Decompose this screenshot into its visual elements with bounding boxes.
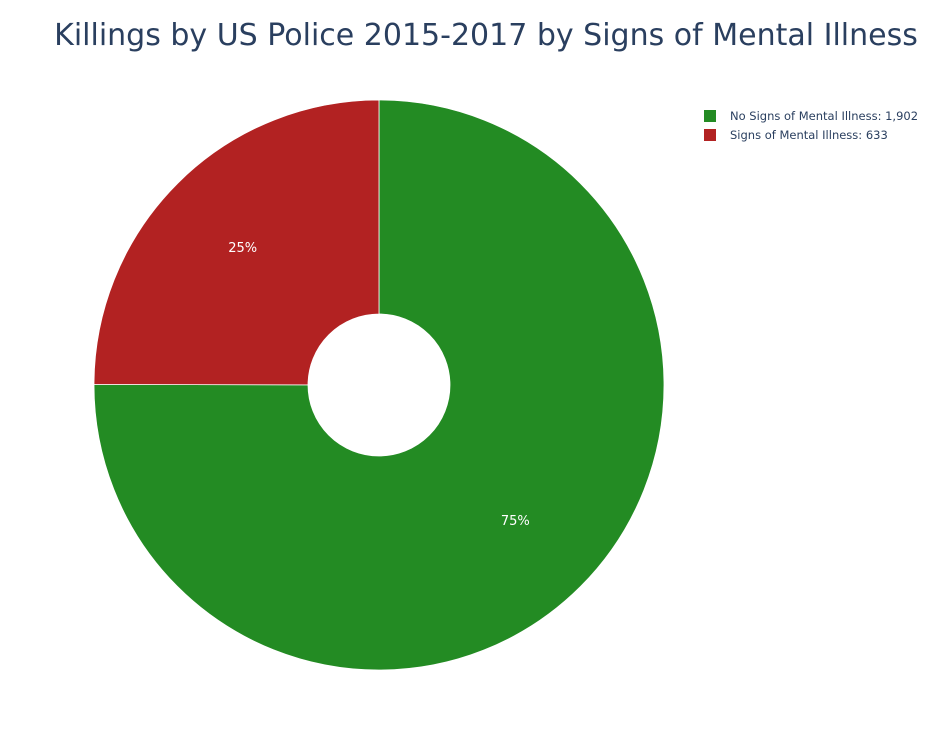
chart-title: Killings by US Police 2015-2017 by Signs… bbox=[54, 18, 918, 53]
legend-label-no-signs: No Signs of Mental Illness: 1,902 bbox=[730, 108, 919, 123]
legend: No Signs of Mental Illness: 1,902 Signs … bbox=[704, 106, 918, 144]
slice-labels-group: 75% 25% bbox=[228, 241, 530, 529]
legend-item-signs[interactable]: Signs of Mental Illness: 633 bbox=[704, 125, 918, 144]
legend-swatch-signs bbox=[704, 128, 716, 141]
legend-swatch-no-signs bbox=[704, 109, 716, 122]
legend-label-signs: Signs of Mental Illness: 633 bbox=[730, 127, 888, 142]
slice-percent-label-0: 75% bbox=[501, 514, 530, 529]
slice-no-signs-of-mental-illness[interactable] bbox=[93, 99, 665, 671]
slice-signs-of-mental-illness[interactable] bbox=[93, 99, 380, 386]
legend-item-no-signs[interactable]: No Signs of Mental Illness: 1,902 bbox=[704, 106, 918, 125]
slice-percent-label-1: 25% bbox=[228, 241, 257, 256]
slices-group bbox=[93, 99, 665, 671]
